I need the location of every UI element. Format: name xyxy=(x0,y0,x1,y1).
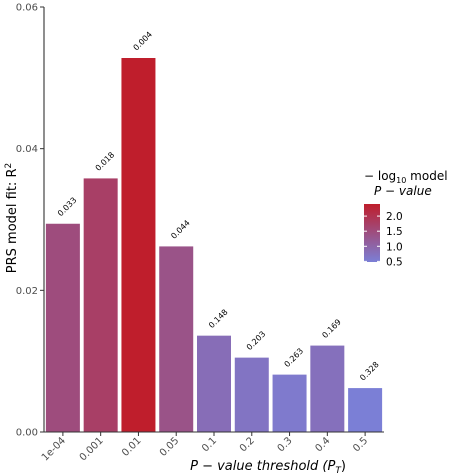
legend-ticks: 2.0 1.5 1.0 0.5 xyxy=(364,211,403,268)
x-tick-label: 0.5 xyxy=(351,435,370,454)
bar-0.05 xyxy=(159,246,194,432)
x-axis-title-close: ) xyxy=(341,459,346,474)
bar-value-label: 0.033 xyxy=(56,196,79,219)
bars xyxy=(45,58,383,432)
bar-0.1 xyxy=(197,335,231,432)
legend-title-prefix: − log xyxy=(364,169,396,183)
x-tick-label: 0.3 xyxy=(276,435,295,454)
bar-value-label: 0.018 xyxy=(94,150,117,173)
legend-tick-label: 1.0 xyxy=(386,241,403,253)
bar-value-label: 0.169 xyxy=(320,317,343,340)
legend-title-sub: 10 xyxy=(396,176,406,185)
y-tick-label: 0.04 xyxy=(16,144,38,155)
y-tick-label: 0.06 xyxy=(16,3,38,14)
y-tick-label: 0.02 xyxy=(16,286,38,297)
bar-0.4 xyxy=(310,345,345,432)
x-tick-label: 1e-04 xyxy=(40,435,68,463)
x-tick-label: 0.01 xyxy=(120,435,144,459)
color-legend: − log10 model P − value 2.0 1.5 1.0 0.5 xyxy=(364,169,448,268)
legend-title-suffix: model xyxy=(406,169,447,183)
bar-value-label: 0.004 xyxy=(131,30,154,53)
y-ticks: 0.00 0.02 0.04 0.06 xyxy=(16,3,44,439)
x-tick-label: 0.4 xyxy=(313,435,332,454)
legend-title-line1: − log10 model xyxy=(364,169,448,185)
y-axis-title-sup: 2 xyxy=(4,163,14,169)
bar-0.001 xyxy=(83,178,118,432)
bar-0.3 xyxy=(272,374,307,432)
bar-0.5 xyxy=(348,388,383,432)
legend-title-line2-text: P − value xyxy=(374,184,432,198)
x-axis-title-sub: T xyxy=(335,466,342,476)
y-axis-title-main: PRS model fit: R xyxy=(5,169,20,274)
bar-0.2 xyxy=(234,357,269,432)
x-tick-label: 0.001 xyxy=(78,435,106,463)
bar-1e-04 xyxy=(45,223,80,432)
legend-tick-label: 1.5 xyxy=(386,226,403,238)
bar-value-label: 0.044 xyxy=(169,218,192,241)
bar-value-label: 0.148 xyxy=(207,308,230,331)
y-tick-label: 0.00 xyxy=(16,428,38,439)
x-tick-label: 0.1 xyxy=(200,435,219,454)
x-tick-label: 0.2 xyxy=(238,435,257,454)
legend-tick-label: 2.0 xyxy=(386,211,403,223)
bar-0.01 xyxy=(121,58,156,432)
legend-tick-label: 0.5 xyxy=(386,256,403,268)
x-tick-label: 0.05 xyxy=(158,435,182,459)
x-axis-title-main: P − value threshold (P xyxy=(190,459,335,474)
legend-title-line2: P − value xyxy=(374,184,432,198)
bar-value-label: 0.203 xyxy=(245,329,268,352)
bar-value-label: 0.328 xyxy=(358,360,381,383)
bar-value-label: 0.263 xyxy=(283,346,306,369)
colorbar xyxy=(364,204,380,262)
y-axis-title: PRS model fit: R2 xyxy=(4,163,20,273)
x-axis-title: P − value threshold (PT) xyxy=(190,459,346,476)
